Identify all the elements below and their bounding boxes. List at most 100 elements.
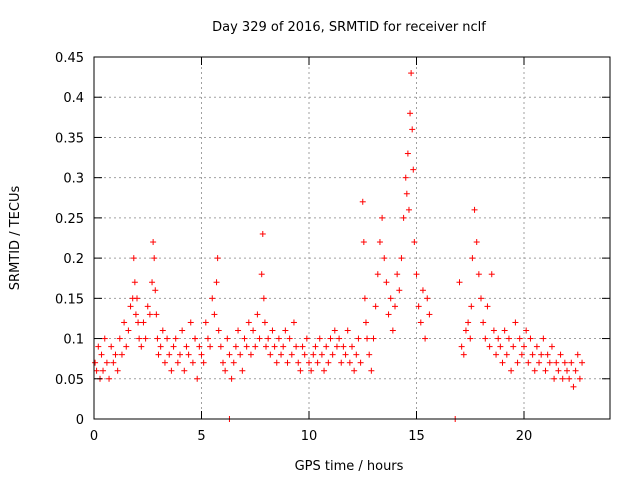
data-point [267, 351, 274, 358]
data-point [114, 367, 121, 374]
data-point [92, 359, 99, 366]
data-point [385, 311, 392, 318]
data-point [125, 327, 132, 334]
y-tick-label: 0.25 [55, 212, 84, 227]
data-point [222, 367, 229, 374]
data-point [177, 351, 183, 358]
data-point [228, 375, 235, 382]
y-tick-label: 0.1 [63, 333, 84, 348]
data-point [460, 351, 467, 358]
data-point [497, 343, 504, 350]
data-point [359, 198, 366, 205]
data-point [209, 295, 216, 302]
data-point [149, 279, 156, 286]
x-tick-label: 20 [516, 429, 533, 444]
data-point [164, 335, 171, 342]
data-point [295, 359, 302, 366]
data-point [505, 335, 512, 342]
data-point [259, 230, 266, 237]
data-point [394, 271, 401, 278]
data-point [413, 271, 420, 278]
data-point [510, 343, 517, 350]
data-point [312, 343, 319, 350]
y-tick-label: 0.05 [55, 373, 84, 388]
data-point [544, 351, 551, 358]
data-point [250, 327, 257, 334]
data-point [456, 279, 463, 286]
data-point [329, 351, 336, 358]
data-point [130, 255, 137, 262]
data-point [200, 359, 207, 366]
data-point [308, 367, 315, 374]
data-point [368, 367, 375, 374]
data-point [490, 327, 497, 334]
data-point [564, 367, 570, 374]
data-point [561, 359, 568, 366]
data-point [355, 335, 362, 342]
data-point [381, 255, 388, 262]
data-point [374, 271, 381, 278]
data-point [415, 303, 422, 310]
data-point [512, 319, 519, 326]
data-point [424, 295, 431, 302]
data-point [555, 367, 562, 374]
data-point [523, 327, 530, 334]
data-point [508, 367, 515, 374]
data-point [306, 359, 312, 366]
data-point [247, 351, 254, 358]
data-point [376, 239, 383, 246]
data-point [286, 335, 293, 342]
data-point [98, 351, 105, 358]
data-point [282, 327, 289, 334]
data-point [538, 351, 545, 358]
data-point [196, 343, 203, 350]
data-point [364, 335, 371, 342]
data-point [409, 126, 416, 133]
data-point [568, 359, 575, 366]
data-point [207, 343, 214, 350]
data-point [389, 327, 396, 334]
data-point [127, 303, 134, 310]
data-point [398, 255, 405, 262]
data-point [531, 367, 538, 374]
data-point [488, 271, 495, 278]
data-point [265, 335, 272, 342]
data-point [521, 343, 527, 350]
data-point [161, 359, 168, 366]
data-point [548, 343, 555, 350]
data-point [486, 343, 493, 350]
data-point [301, 351, 308, 358]
data-point [174, 359, 181, 366]
data-point [546, 359, 553, 366]
data-point [417, 319, 424, 326]
y-tick-label: 0 [76, 413, 84, 428]
data-point [372, 303, 379, 310]
data-point [256, 335, 263, 342]
data-point [471, 206, 478, 213]
data-point [254, 311, 261, 318]
data-point [407, 110, 414, 117]
data-point [362, 319, 369, 326]
data-point [458, 343, 465, 350]
data-points [92, 70, 586, 422]
data-point [215, 327, 222, 334]
data-point [400, 214, 407, 221]
data-point [467, 335, 474, 342]
data-point [540, 335, 547, 342]
data-point [275, 335, 282, 342]
data-point [151, 255, 158, 262]
data-point [426, 311, 433, 318]
data-point [288, 351, 295, 358]
data-point [280, 343, 287, 350]
data-point [116, 335, 123, 342]
data-point [462, 327, 469, 334]
data-point [297, 367, 304, 374]
data-point [108, 343, 115, 350]
x-axis-label: GPS time / hours [295, 459, 404, 474]
data-point [529, 351, 536, 358]
data-point [318, 351, 325, 358]
data-point [484, 303, 491, 310]
data-point [135, 319, 142, 326]
data-point [172, 335, 179, 342]
data-point [419, 287, 426, 294]
